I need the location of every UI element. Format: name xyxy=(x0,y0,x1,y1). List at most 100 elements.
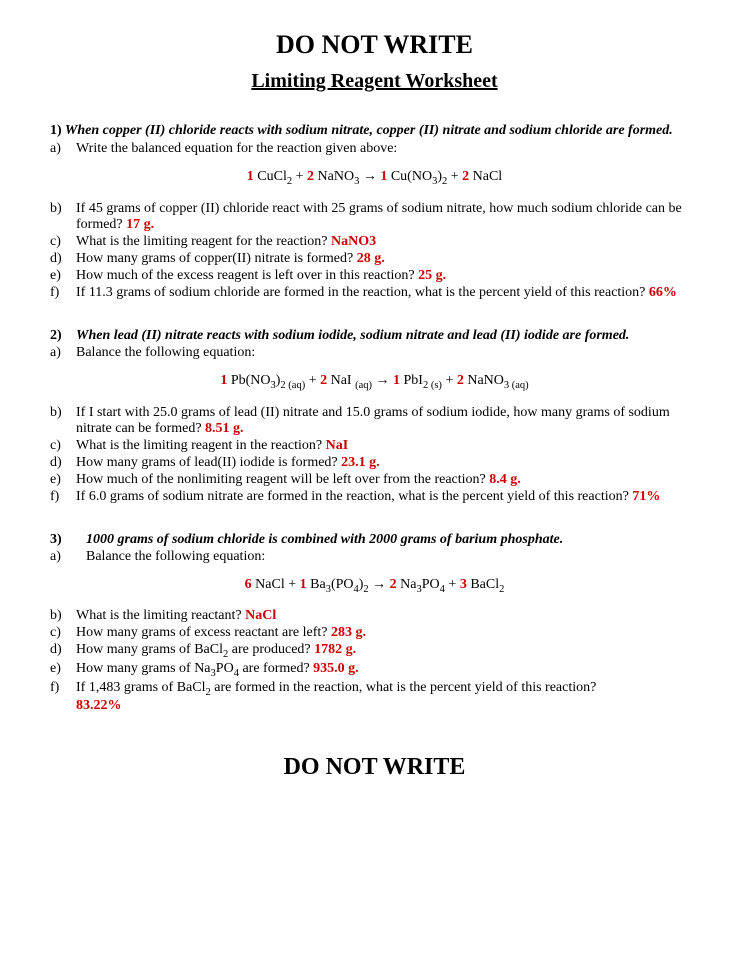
coef: 1 xyxy=(393,373,400,388)
state: (aq) xyxy=(512,380,529,391)
species: NaNO xyxy=(464,373,504,388)
q2-prompt-row: 2) When lead (II) nitrate reacts with so… xyxy=(50,328,699,344)
plus: + xyxy=(285,577,300,592)
q1-d-label: d) xyxy=(50,251,76,267)
q3-e-answer: 935.0 g. xyxy=(313,661,359,676)
question-text: How much of the excess reagent is left o… xyxy=(76,268,418,283)
q3-f-text: If 1,483 grams of BaCl2 are formed in th… xyxy=(76,680,699,714)
q1-equation: 1 CuCl2 + 2 NaNO3 → 1 Cu(NO3)2 + 2 NaCl xyxy=(50,169,699,187)
species: NaNO xyxy=(314,169,354,184)
question-text: If 1,483 grams of BaCl xyxy=(76,680,205,695)
q1-c-text: What is the limiting reagent for the rea… xyxy=(76,234,699,250)
q2-number: 2) xyxy=(50,328,76,344)
q2-e-text: How much of the nonlimiting reagent will… xyxy=(76,472,699,488)
q3-d-answer: 1782 g. xyxy=(314,642,356,657)
q3-b-answer: NaCl xyxy=(245,608,276,623)
q3-a-text: Balance the following equation: xyxy=(86,549,699,565)
state: (aq) xyxy=(355,380,372,391)
q1-c: c) What is the limiting reagent for the … xyxy=(50,234,699,250)
q1-e-answer: 25 g. xyxy=(418,268,446,283)
q1-b-answer: 17 g. xyxy=(126,217,154,232)
q2-e-answer: 8.4 g. xyxy=(489,472,521,487)
q1-d-text: How many grams of copper(II) nitrate is … xyxy=(76,251,699,267)
question-text: How many grams of excess reactant are le… xyxy=(76,625,331,640)
q2-d: d) How many grams of lead(II) iodide is … xyxy=(50,455,699,471)
q1-e-label: e) xyxy=(50,268,76,284)
species: Ba xyxy=(307,577,326,592)
q2-equation: 1 Pb(NO3)2 (aq) + 2 NaI (aq) → 1 PbI2 (s… xyxy=(50,373,699,391)
q3-d-text: How many grams of BaCl2 are produced? 17… xyxy=(76,642,699,660)
question-text: are formed? xyxy=(239,661,313,676)
q3-c: c) How many grams of excess reactant are… xyxy=(50,625,699,641)
species: NaI xyxy=(327,373,355,388)
q1-c-label: c) xyxy=(50,234,76,250)
coef: 1 xyxy=(300,577,307,592)
q1-a: a) Write the balanced equation for the r… xyxy=(50,141,699,157)
q3-prompt-text: 1000 grams of sodium chloride is combine… xyxy=(86,532,699,548)
coef: 6 xyxy=(245,577,252,592)
q3-e: e) How many grams of Na3PO4 are formed? … xyxy=(50,661,699,679)
q1-a-label: a) xyxy=(50,141,76,157)
q3-c-answer: 283 g. xyxy=(331,625,366,640)
q1-f: f) If 11.3 grams of sodium chloride are … xyxy=(50,285,699,301)
q3-c-label: c) xyxy=(50,625,76,641)
question-text: are produced? xyxy=(228,642,314,657)
q1-b-text: If 45 grams of copper (II) chloride reac… xyxy=(76,201,699,233)
species: (PO xyxy=(331,577,354,592)
species: NaCl xyxy=(469,169,502,184)
q1-e: e) How much of the excess reagent is lef… xyxy=(50,268,699,284)
question-text: If 45 grams of copper (II) chloride reac… xyxy=(76,201,682,232)
page-footer: DO NOT WRITE xyxy=(50,754,699,781)
arrow: → xyxy=(369,577,390,592)
question-text: What is the limiting reactant? xyxy=(76,608,245,623)
q2-f: f) If 6.0 grams of sodium nitrate are fo… xyxy=(50,489,699,505)
question-text: are formed in the reaction, what is the … xyxy=(211,680,597,695)
q3-f-label: f) xyxy=(50,680,76,714)
q2-f-text: If 6.0 grams of sodium nitrate are forme… xyxy=(76,489,699,505)
question-text: How many grams of lead(II) iodide is for… xyxy=(76,455,341,470)
q3-e-label: e) xyxy=(50,661,76,679)
q3-number: 3) xyxy=(50,532,86,548)
q2-a-text: Balance the following equation: xyxy=(76,345,699,361)
q1-a-text: Write the balanced equation for the reac… xyxy=(76,141,699,157)
q2-f-label: f) xyxy=(50,489,76,505)
question-text: How many grams of copper(II) nitrate is … xyxy=(76,251,357,266)
q3-prompt-row: 3) 1000 grams of sodium chloride is comb… xyxy=(50,532,699,548)
q2-prompt-text: When lead (II) nitrate reacts with sodiu… xyxy=(76,328,699,344)
q1-prompt: 1) When copper (II) chloride reacts with… xyxy=(50,123,699,139)
q3-equation: 6 NaCl + 1 Ba3(PO4)2 → 2 Na3PO4 + 3 BaCl… xyxy=(50,577,699,595)
q1-c-answer: NaNO3 xyxy=(331,234,376,249)
question-text: How many grams of BaCl xyxy=(76,642,223,657)
state: (s) xyxy=(431,380,442,391)
q3-b: b) What is the limiting reactant? NaCl xyxy=(50,608,699,624)
species: Pb(NO xyxy=(227,373,270,388)
q2-b-text: If I start with 25.0 grams of lead (II) … xyxy=(76,405,699,437)
coef: 2 xyxy=(457,373,464,388)
q1-d-answer: 28 g. xyxy=(357,251,385,266)
q2-c-label: c) xyxy=(50,438,76,454)
q1-number: 1) xyxy=(50,123,62,138)
q1-prompt-text: When copper (II) chloride reacts with so… xyxy=(65,123,673,138)
question-text: How much of the nonlimiting reagent will… xyxy=(76,472,489,487)
plus: + xyxy=(442,373,457,388)
page-title: DO NOT WRITE xyxy=(50,30,699,60)
q2-e-label: e) xyxy=(50,472,76,488)
q3-c-text: How many grams of excess reactant are le… xyxy=(76,625,699,641)
q2-d-text: How many grams of lead(II) iodide is for… xyxy=(76,455,699,471)
arrow: → xyxy=(372,373,393,388)
coef: 3 xyxy=(460,577,467,592)
species: NaCl xyxy=(252,577,285,592)
q2-e: e) How much of the nonlimiting reagent w… xyxy=(50,472,699,488)
question-text: PO xyxy=(216,661,234,676)
q1-f-label: f) xyxy=(50,285,76,301)
species: Na xyxy=(397,577,417,592)
plus: + xyxy=(445,577,460,592)
q2-d-label: d) xyxy=(50,455,76,471)
q1-d: d) How many grams of copper(II) nitrate … xyxy=(50,251,699,267)
q3-e-text: How many grams of Na3PO4 are formed? 935… xyxy=(76,661,699,679)
q3-d: d) How many grams of BaCl2 are produced?… xyxy=(50,642,699,660)
q1-b: b) If 45 grams of copper (II) chloride r… xyxy=(50,201,699,233)
q3-d-label: d) xyxy=(50,642,76,660)
q2-a: a) Balance the following equation: xyxy=(50,345,699,361)
species: PbI xyxy=(400,373,423,388)
